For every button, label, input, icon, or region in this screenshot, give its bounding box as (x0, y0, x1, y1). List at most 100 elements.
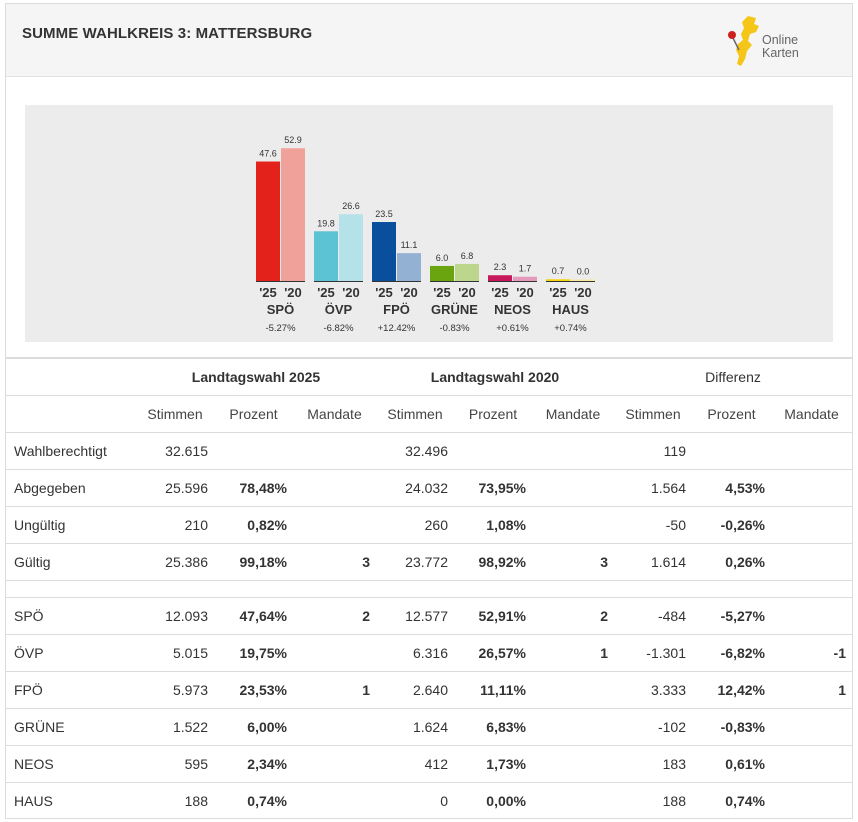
year-label-2020-1: '20 (342, 285, 360, 300)
table-sub-header-row: Stimmen Prozent Mandate Stimmen Prozent … (6, 394, 852, 432)
table-cell: 2 (532, 596, 614, 634)
year-label-2025-2: '25 (375, 285, 393, 300)
table-cell: 0,00% (454, 781, 532, 819)
table-spacer-row (6, 579, 852, 597)
category-label-2: FPÖ (383, 302, 410, 317)
table-cell: 1 (771, 670, 852, 708)
value-label-2020-0: 52.9 (284, 135, 302, 145)
table-cell: 6,00% (214, 707, 293, 745)
table-cell: 12.093 (136, 596, 214, 634)
row-label: FPÖ (6, 670, 136, 708)
table-cell: 24.032 (376, 468, 454, 506)
diff-label-0: -5.27% (265, 323, 296, 334)
diff-label-1: -6.82% (323, 323, 354, 334)
value-label-2025-5: 0.7 (552, 266, 565, 276)
table-cell: 0,74% (692, 781, 771, 819)
results-table-body: Wahlberechtigt 32.615 32.496 119 Abgegeben 25… (6, 431, 852, 819)
bar-2020-4 (513, 276, 537, 281)
value-label-2020-2: 11.1 (401, 240, 418, 250)
table-cell: 412 (376, 744, 454, 782)
col-header-stimmen-2025: Stimmen (136, 394, 214, 432)
value-label-2020-5: 0.0 (577, 267, 590, 277)
table-cell (771, 781, 852, 819)
group-header-2020: Landtagswahl 2020 (376, 357, 614, 395)
table-cell: 2,34% (214, 744, 293, 782)
col-header-prozent-2025: Prozent (214, 394, 293, 432)
table-cell (293, 431, 376, 469)
table-cell: 1.614 (614, 542, 692, 580)
table-cell: 1,08% (454, 505, 532, 543)
panel-header: SUMME WAHLKREIS 3: MATTERSBURG Online Ka… (6, 4, 852, 77)
year-label-2020-4: '20 (516, 285, 534, 300)
table-cell: 260 (376, 505, 454, 543)
table-cell (532, 707, 614, 745)
table-cell (293, 633, 376, 671)
table-cell: -1.301 (614, 633, 692, 671)
table-cell: 6.316 (376, 633, 454, 671)
table-row: NEOS 595 2,34% 412 1,73% 183 0,61% (6, 744, 852, 782)
table-cell: 1.564 (614, 468, 692, 506)
table-row: Abgegeben 25.596 78,48% 24.032 73,95% 1.564 4,… (6, 468, 852, 506)
results-table: Landtagswahl 2025 Landtagswahl 2020 Diff… (6, 357, 852, 819)
table-cell (293, 468, 376, 506)
diff-label-2: +12.42% (378, 323, 416, 334)
table-cell: -5,27% (692, 596, 771, 634)
table-row: Wahlberechtigt 32.615 32.496 119 (6, 431, 852, 469)
table-cell: 3 (532, 542, 614, 580)
col-header-prozent-diff: Prozent (692, 394, 771, 432)
table-cell (293, 707, 376, 745)
value-label-2025-1: 19.8 (317, 218, 335, 228)
table-cell (532, 505, 614, 543)
online-karten-logo[interactable]: Online Karten (726, 14, 836, 70)
table-cell: 0,74% (214, 781, 293, 819)
table-cell (293, 744, 376, 782)
group-header-2025: Landtagswahl 2025 (136, 357, 376, 395)
table-cell (771, 505, 852, 543)
table-cell: 47,64% (214, 596, 293, 634)
table-cell: 11,11% (454, 670, 532, 708)
value-label-2020-1: 26.6 (342, 201, 360, 211)
year-label-2025-3: '25 (433, 285, 451, 300)
results-table-wrap: Landtagswahl 2025 Landtagswahl 2020 Diff… (6, 357, 852, 819)
bar-2025-5 (546, 279, 570, 281)
bar-2020-0 (281, 148, 305, 281)
table-cell (771, 707, 852, 745)
col-header-stimmen-diff: Stimmen (614, 394, 692, 432)
table-cell: 5.015 (136, 633, 214, 671)
bar-chart-panel: 47.6 52.9 '25 '20 SPÖ -5.27% 19.8 26.6 '25 '20 ÖVP… (25, 105, 833, 342)
year-label-2025-5: '25 (549, 285, 567, 300)
table-cell: 52,91% (454, 596, 532, 634)
bar-2020-2 (397, 253, 421, 281)
table-cell: 3 (293, 542, 376, 580)
table-cell: 0,82% (214, 505, 293, 543)
row-label: SPÖ (6, 596, 136, 634)
table-cell: 12.577 (376, 596, 454, 634)
category-label-5: HAUS (552, 302, 589, 317)
col-header-mandate-diff: Mandate (771, 394, 852, 432)
logo-text: Online Karten (762, 34, 799, 60)
table-cell: 73,95% (454, 468, 532, 506)
row-label: Wahlberechtigt (6, 431, 136, 469)
table-cell (532, 468, 614, 506)
table-cell: 99,18% (214, 542, 293, 580)
page-title: SUMME WAHLKREIS 3: MATTERSBURG (22, 25, 313, 42)
table-cell: 78,48% (214, 468, 293, 506)
table-row: HAUS 188 0,74% 0 0,00% 188 0,74% (6, 781, 852, 819)
table-cell (771, 542, 852, 580)
table-cell: 119 (614, 431, 692, 469)
table-cell: 23,53% (214, 670, 293, 708)
bar-2025-3 (430, 265, 454, 281)
bar-2025-4 (488, 275, 512, 281)
value-label-2025-0: 47.6 (259, 149, 277, 159)
value-label-2020-3: 6.8 (461, 251, 474, 261)
col-header-mandate-2020: Mandate (532, 394, 614, 432)
row-label: Abgegeben (6, 468, 136, 506)
table-cell (454, 431, 532, 469)
row-label: Gültig (6, 542, 136, 580)
table-cell (532, 781, 614, 819)
year-label-2025-1: '25 (317, 285, 335, 300)
table-cell: 25.596 (136, 468, 214, 506)
table-cell: 1 (532, 633, 614, 671)
row-label: HAUS (6, 781, 136, 819)
table-row: GRÜNE 1.522 6,00% 1.624 6,83% -102 -0,83% (6, 707, 852, 745)
